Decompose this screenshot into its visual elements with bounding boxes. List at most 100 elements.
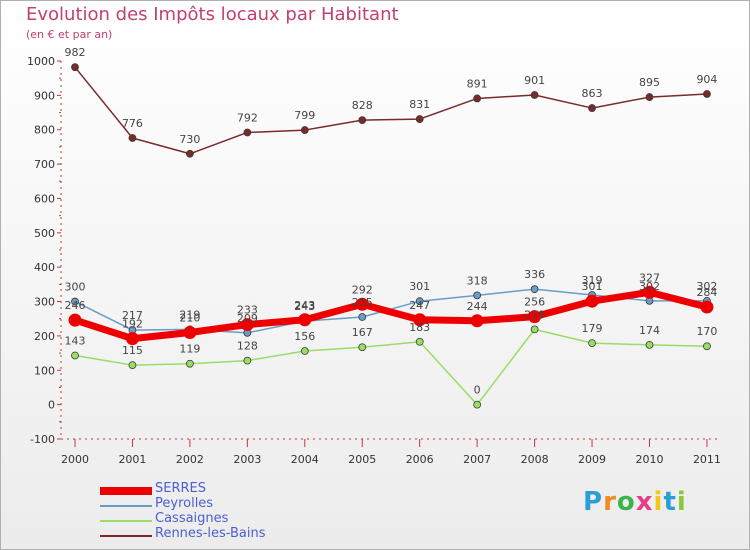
data-point-serres <box>413 313 427 327</box>
data-point-rennes-les-bains <box>128 134 137 142</box>
series-line-serres <box>73 288 708 343</box>
data-point-cassaignes <box>185 359 194 368</box>
legend-item-peyrolles: Peyrolles <box>100 496 300 512</box>
data-point-peyrolles <box>415 297 424 306</box>
data-label-peyrolles: 255 <box>352 296 373 309</box>
data-label-peyrolles: 300 <box>65 281 86 294</box>
legend-swatch <box>100 520 152 522</box>
data-label-cassaignes: 170 <box>696 325 717 338</box>
data-label-serres: 292 <box>352 283 373 296</box>
y-tick-label: 400 <box>34 261 55 274</box>
data-label-serres: 301 <box>582 280 603 293</box>
data-point-cassaignes <box>128 361 137 370</box>
data-point-rennes-les-bains <box>243 128 252 137</box>
x-tick-label: 2004 <box>291 453 319 466</box>
data-point-serres <box>68 313 82 327</box>
data-point-cassaignes <box>473 400 482 409</box>
y-tick-label: 100 <box>34 364 55 377</box>
data-point-rennes-les-bains <box>588 104 596 112</box>
x-tick-label: 2000 <box>61 453 89 466</box>
x-tick-label: 2011 <box>693 453 721 466</box>
data-label-serres: 246 <box>65 299 86 312</box>
legend-swatch <box>100 487 152 495</box>
data-label-cassaignes: 128 <box>237 340 258 353</box>
data-label-peyrolles: 302 <box>639 280 660 293</box>
data-label-serres: 244 <box>467 300 488 313</box>
data-point-rennes-les-bains <box>358 116 367 125</box>
data-label-rennes-les-bains: 831 <box>409 98 430 111</box>
data-point-rennes-les-bains <box>530 91 539 99</box>
y-tick-label: -100 <box>30 433 55 446</box>
legend-label: Cassaignes <box>155 511 229 526</box>
data-label-serres: 256 <box>524 296 545 309</box>
x-tick-label: 2009 <box>578 453 606 466</box>
x-tick-label: 2001 <box>118 453 146 466</box>
data-label-cassaignes: 219 <box>524 308 545 321</box>
chart-title: Evolution des Impôts locaux par Habitant <box>26 4 399 25</box>
data-label-peyrolles: 301 <box>409 280 430 293</box>
data-point-cassaignes <box>358 343 367 352</box>
series-line-cassaignes <box>74 328 707 406</box>
data-point-serres <box>643 285 656 299</box>
data-point-cassaignes <box>530 325 539 334</box>
data-label-serres: 284 <box>696 286 717 299</box>
x-tick-label: 2008 <box>521 453 549 466</box>
data-label-rennes-les-bains: 904 <box>696 73 717 86</box>
data-point-cassaignes <box>243 356 252 365</box>
data-point-cassaignes <box>703 342 711 351</box>
data-point-peyrolles <box>358 313 367 321</box>
legend-item-rennes-les-bains: Rennes-les-Bains <box>100 526 300 542</box>
y-tick-label: 700 <box>34 158 55 171</box>
data-label-cassaignes: 0 <box>474 384 481 397</box>
data-label-rennes-les-bains: 982 <box>65 46 86 59</box>
data-point-peyrolles <box>473 291 482 300</box>
data-point-rennes-les-bains <box>473 94 482 103</box>
data-label-cassaignes: 156 <box>294 330 315 343</box>
y-tick-label: 900 <box>34 89 55 102</box>
data-label-rennes-les-bains: 891 <box>467 77 488 90</box>
data-label-rennes-les-bains: 730 <box>179 133 200 146</box>
x-tick-label: 2002 <box>176 453 204 466</box>
series-line-rennes-les-bains <box>74 66 707 155</box>
legend-item-serres: SERRES <box>100 481 300 497</box>
data-label-serres: 210 <box>179 311 200 324</box>
data-point-cassaignes <box>300 347 309 355</box>
x-tick-label: 2005 <box>348 453 376 466</box>
data-label-rennes-les-bains: 863 <box>582 87 603 100</box>
data-point-cassaignes <box>588 339 596 348</box>
data-label-peyrolles: 302 <box>696 280 717 293</box>
data-point-cassaignes <box>71 351 79 360</box>
data-point-serres <box>700 300 714 314</box>
y-tick-label: 1000 <box>27 55 55 68</box>
data-label-serres: 233 <box>237 304 258 317</box>
data-label-cassaignes: 143 <box>65 334 86 347</box>
data-label-peyrolles: 217 <box>122 309 143 322</box>
data-label-serres: 327 <box>639 271 660 284</box>
data-point-serres <box>470 314 484 328</box>
data-point-serres <box>585 294 599 308</box>
legend-swatch <box>100 505 152 507</box>
data-point-serres <box>240 318 254 332</box>
data-label-peyrolles: 243 <box>294 300 315 313</box>
data-point-rennes-les-bains <box>71 63 79 72</box>
data-label-peyrolles: 336 <box>524 268 545 281</box>
data-label-rennes-les-bains: 792 <box>237 111 258 124</box>
data-label-cassaignes: 115 <box>122 344 143 357</box>
data-point-peyrolles <box>530 285 539 294</box>
y-tick-label: 300 <box>34 296 55 309</box>
data-point-serres <box>528 310 542 324</box>
data-label-cassaignes: 183 <box>409 321 430 334</box>
x-tick-label: 2006 <box>406 453 434 466</box>
data-point-rennes-les-bains <box>300 126 309 134</box>
data-point-cassaignes <box>645 340 654 349</box>
data-point-serres <box>125 332 139 346</box>
data-point-peyrolles <box>71 297 79 306</box>
data-point-serres <box>183 325 197 339</box>
data-label-cassaignes: 179 <box>582 322 603 335</box>
data-label-rennes-les-bains: 895 <box>639 76 660 89</box>
data-point-rennes-les-bains <box>703 90 711 98</box>
logo-letter: r <box>603 487 617 517</box>
x-tick-label: 2007 <box>463 453 491 466</box>
data-point-rennes-les-bains <box>415 115 424 123</box>
